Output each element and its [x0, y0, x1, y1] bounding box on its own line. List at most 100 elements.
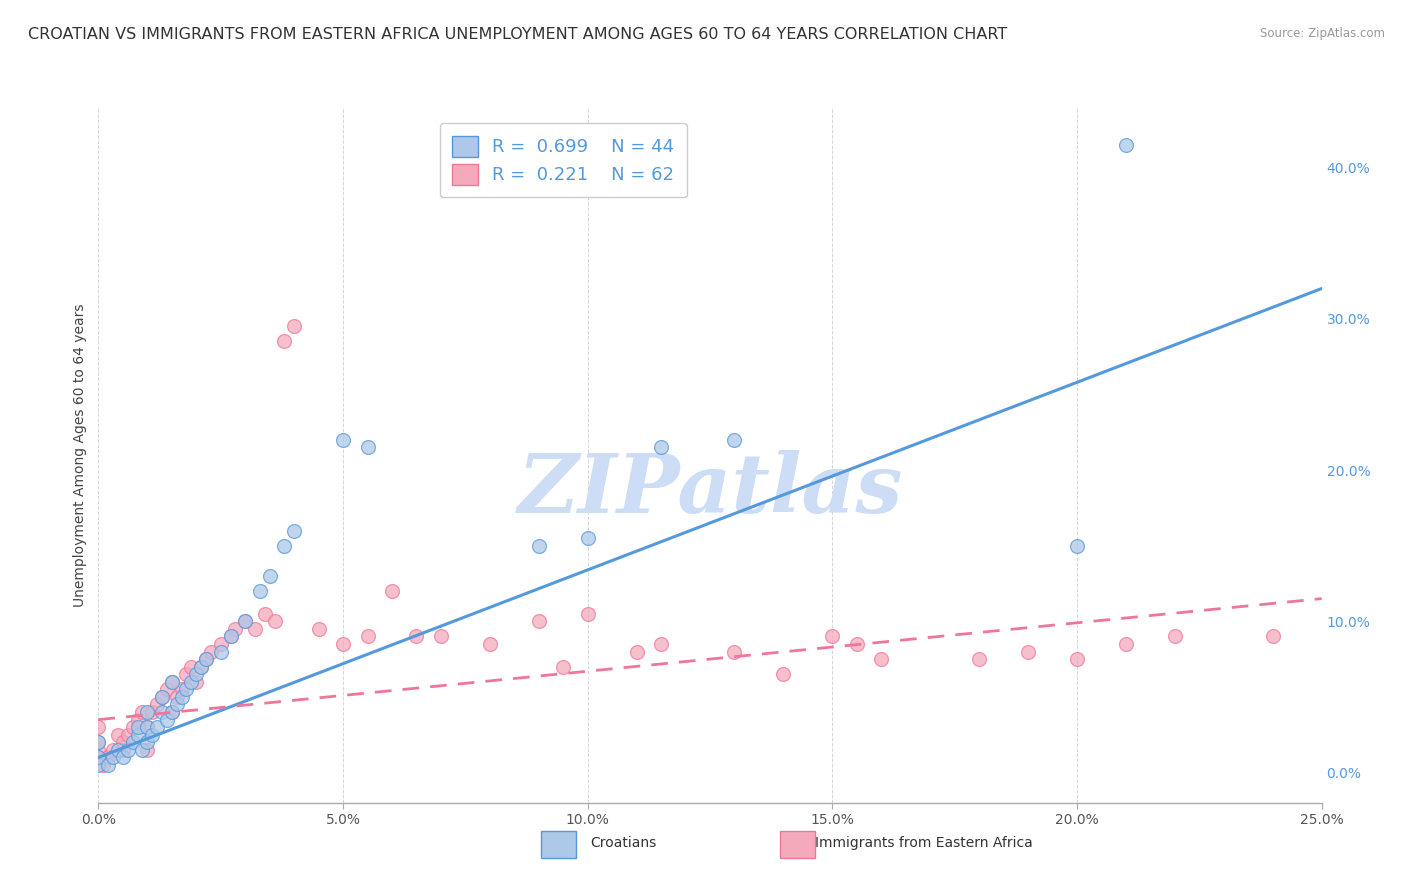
Point [249, 584, 271, 599]
Point [136, 720, 159, 734]
Point [101, 750, 124, 764]
Point [553, 659, 575, 673]
Point [180, 659, 202, 673]
Point [1115, 137, 1137, 152]
Point [1115, 637, 1137, 651]
Point [170, 690, 193, 704]
Point [821, 629, 844, 643]
Point [91, 758, 114, 772]
Y-axis label: Unemployment Among Ages 60 to 64 years: Unemployment Among Ages 60 to 64 years [73, 303, 87, 607]
Point [121, 735, 143, 749]
Point [87, 735, 110, 749]
Text: Source: ZipAtlas.com: Source: ZipAtlas.com [1260, 27, 1385, 40]
Point [870, 652, 893, 666]
Text: Immigrants from Eastern Africa: Immigrants from Eastern Africa [815, 836, 1033, 850]
Point [176, 682, 198, 697]
Point [1164, 629, 1187, 643]
Point [626, 644, 648, 658]
Point [150, 705, 173, 719]
Point [87, 735, 110, 749]
Point [136, 735, 159, 749]
Point [87, 743, 110, 757]
Text: Croatians: Croatians [591, 836, 657, 850]
Point [200, 644, 222, 658]
Point [121, 720, 143, 734]
Point [107, 728, 129, 742]
Point [146, 720, 169, 734]
Point [160, 705, 183, 719]
Point [141, 705, 163, 719]
Point [224, 622, 246, 636]
Point [156, 682, 179, 697]
Point [1066, 539, 1088, 553]
Point [233, 615, 256, 629]
Point [136, 720, 159, 734]
Point [97, 758, 120, 772]
Point [845, 637, 868, 651]
Point [87, 750, 110, 764]
Point [219, 629, 242, 643]
Point [176, 667, 198, 681]
Point [117, 743, 139, 757]
Point [772, 667, 794, 681]
Point [117, 728, 139, 742]
Point [1066, 652, 1088, 666]
Point [170, 682, 193, 697]
Point [723, 433, 745, 447]
Point [136, 705, 159, 719]
Point [101, 743, 124, 757]
Legend: R =  0.699    N = 44, R =  0.221    N = 62: R = 0.699 N = 44, R = 0.221 N = 62 [440, 123, 686, 197]
Point [141, 728, 163, 742]
Point [127, 713, 149, 727]
Point [650, 637, 672, 651]
Point [195, 652, 218, 666]
Point [190, 659, 212, 673]
Point [430, 629, 453, 643]
Point [209, 637, 232, 651]
Point [111, 750, 134, 764]
Point [107, 743, 129, 757]
Point [259, 569, 281, 583]
Point [195, 652, 218, 666]
Text: CROATIAN VS IMMIGRANTS FROM EASTERN AFRICA UNEMPLOYMENT AMONG AGES 60 TO 64 YEAR: CROATIAN VS IMMIGRANTS FROM EASTERN AFRI… [28, 27, 1007, 42]
Point [723, 644, 745, 658]
Point [356, 629, 378, 643]
Point [283, 524, 305, 538]
Point [253, 607, 276, 621]
Point [356, 441, 378, 455]
Point [186, 667, 208, 681]
Point [87, 750, 110, 764]
Point [650, 441, 672, 455]
Point [150, 690, 173, 704]
Point [127, 720, 149, 734]
Point [332, 433, 354, 447]
Point [233, 615, 256, 629]
Point [273, 334, 295, 349]
Point [186, 674, 208, 689]
Point [967, 652, 990, 666]
Point [111, 743, 134, 757]
Point [576, 531, 599, 545]
Text: ZIPatlas: ZIPatlas [517, 450, 903, 530]
Point [283, 319, 305, 334]
Point [97, 750, 120, 764]
Point [131, 743, 153, 757]
Point [1017, 644, 1039, 658]
Point [527, 615, 550, 629]
Point [180, 674, 202, 689]
Point [111, 735, 134, 749]
Point [219, 629, 242, 643]
Point [160, 674, 183, 689]
Point [478, 637, 501, 651]
Point [263, 615, 285, 629]
Point [160, 705, 183, 719]
Point [405, 629, 427, 643]
Point [381, 584, 404, 599]
Point [166, 690, 188, 704]
Point [127, 728, 149, 742]
Point [150, 690, 173, 704]
Point [243, 622, 266, 636]
Point [87, 758, 110, 772]
Point [160, 674, 183, 689]
Point [166, 698, 188, 712]
